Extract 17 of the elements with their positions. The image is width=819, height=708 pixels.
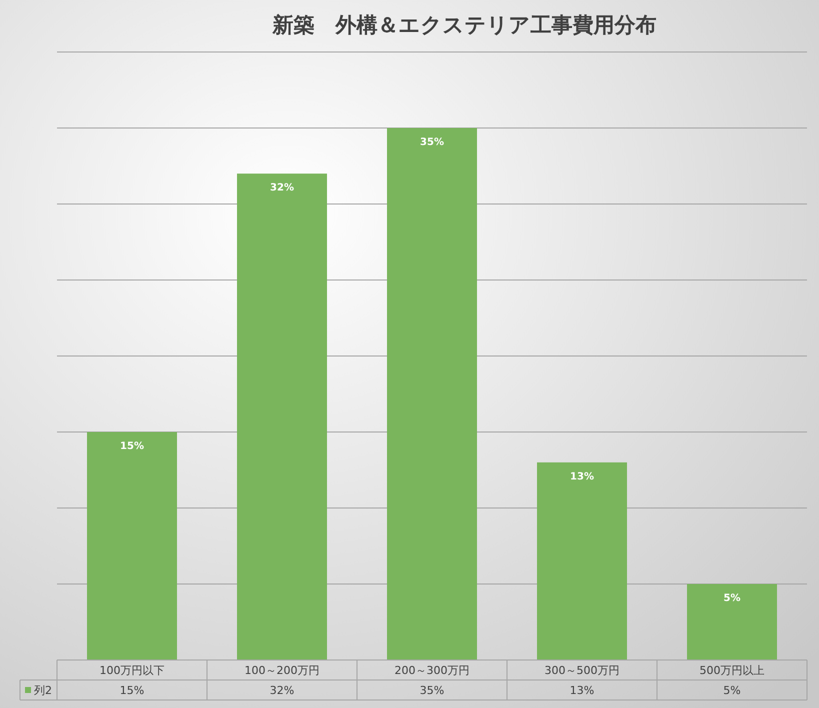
data-label: 5%: [723, 684, 741, 697]
x-tick-label: 500万円以上: [700, 664, 764, 677]
data-label: 32%: [270, 684, 294, 697]
text: 15%: [120, 441, 144, 452]
x-tick-label: 300～500万円: [544, 664, 620, 677]
text: 35%: [420, 137, 444, 148]
text: 32%: [270, 182, 294, 194]
data-label: 15%: [120, 684, 144, 697]
data-label: 35%: [420, 684, 444, 697]
x-tick-label: 100～200万円: [244, 664, 320, 677]
x-tick-label: 100万円以下: [100, 664, 164, 677]
text: 5%: [724, 593, 740, 604]
x-tick-label: 200～300万円: [394, 664, 470, 677]
text: 13%: [570, 471, 594, 482]
chart-title: 新築 外構＆エクステリア工事費用分布: [272, 13, 656, 37]
legend-label: 列2: [34, 684, 52, 697]
data-label: 13%: [570, 684, 594, 697]
